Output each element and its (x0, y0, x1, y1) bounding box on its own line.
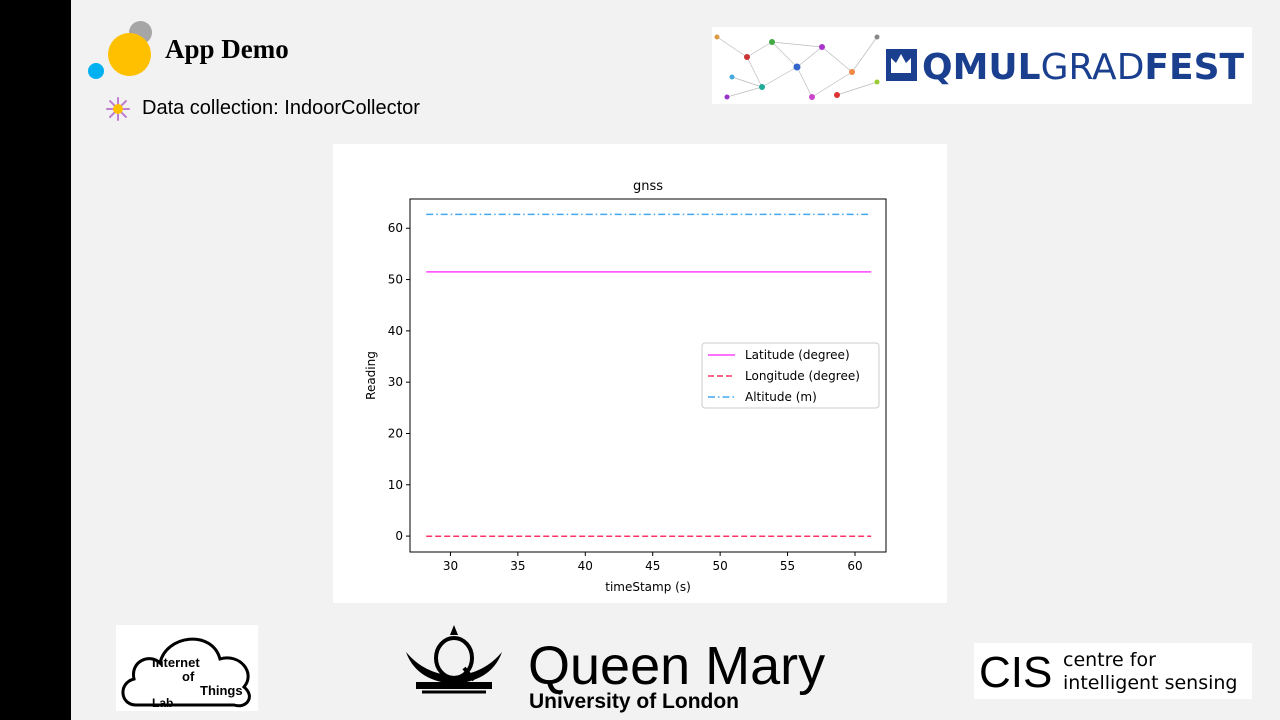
bubble-blue (88, 63, 104, 79)
cis-line1: centre for (1063, 649, 1156, 671)
chart-title: gnss (633, 179, 663, 194)
crown-icon: Queen Mary University of London (406, 625, 825, 713)
gradfest-logo: QMULGRADFEST (712, 27, 1252, 104)
cis-logo: CIS centre for intelligent sensing (974, 643, 1252, 699)
queen-mary-logo: Queen Mary University of London (402, 622, 842, 714)
star-bullet-icon (106, 97, 130, 121)
y-tick-label: 50 (388, 273, 403, 287)
cis-line2: intelligent sensing (1063, 672, 1238, 694)
gradfest-fest: FEST (1144, 47, 1244, 88)
cis-abbr: CIS (979, 648, 1052, 697)
svg-text:QMULGRADFEST: QMULGRADFEST (922, 47, 1245, 88)
cloud-icon: Internet of Things Lab (121, 637, 251, 710)
legend-label-1: Longitude (degree) (745, 369, 860, 383)
y-tick-label: 20 (388, 426, 403, 440)
x-tick-label: 35 (510, 559, 525, 573)
gradfest-qmul: QMUL (922, 47, 1041, 88)
chart-svg: 30 35 40 45 50 55 60 0 10 20 30 40 50 60 gnss timeStamp… (364, 179, 887, 594)
legend-label-0: Latitude (degree) (745, 348, 850, 362)
iot-line3: Things (200, 683, 243, 698)
bubble-gold (108, 33, 151, 76)
gnss-chart: 30 35 40 45 50 55 60 0 10 20 30 40 50 60 gnss timeStamp… (333, 144, 947, 603)
legend-box (701, 342, 880, 409)
x-tick-label: 45 (645, 559, 660, 573)
slide-title: App Demo (165, 34, 289, 64)
bullet-text: Data collection: IndoorCollector (142, 97, 420, 119)
qm-sub: University of London (529, 690, 739, 713)
left-sidebar-bar (0, 0, 71, 720)
y-axis-label: Reading (364, 351, 378, 400)
iot-line2: of (182, 669, 195, 684)
x-tick-label: 55 (780, 559, 795, 573)
y-tick-label: 0 (395, 529, 403, 543)
plot-frame (409, 198, 887, 553)
y-tick-label: 10 (388, 478, 403, 492)
gradfest-grad: GRAD (1041, 47, 1145, 88)
iot-line4: Lab (152, 696, 173, 710)
x-tick-label: 40 (578, 559, 593, 573)
x-axis-label: timeStamp (s) (605, 580, 691, 594)
y-tick-label: 30 (388, 375, 403, 389)
legend-label-2: Altitude (m) (745, 390, 817, 404)
x-tick-label: 50 (713, 559, 728, 573)
y-tick-label: 40 (388, 324, 403, 338)
network-graphic: QMULGRADFEST (714, 34, 1245, 100)
x-tick-label: 60 (847, 559, 862, 573)
y-tick-label: 60 (388, 221, 403, 235)
qm-name: Queen Mary (528, 636, 825, 696)
x-tick-label: 30 (443, 559, 458, 573)
iot-lab-logo: Internet of Things Lab (116, 625, 258, 711)
iot-line1: Internet (152, 655, 200, 670)
